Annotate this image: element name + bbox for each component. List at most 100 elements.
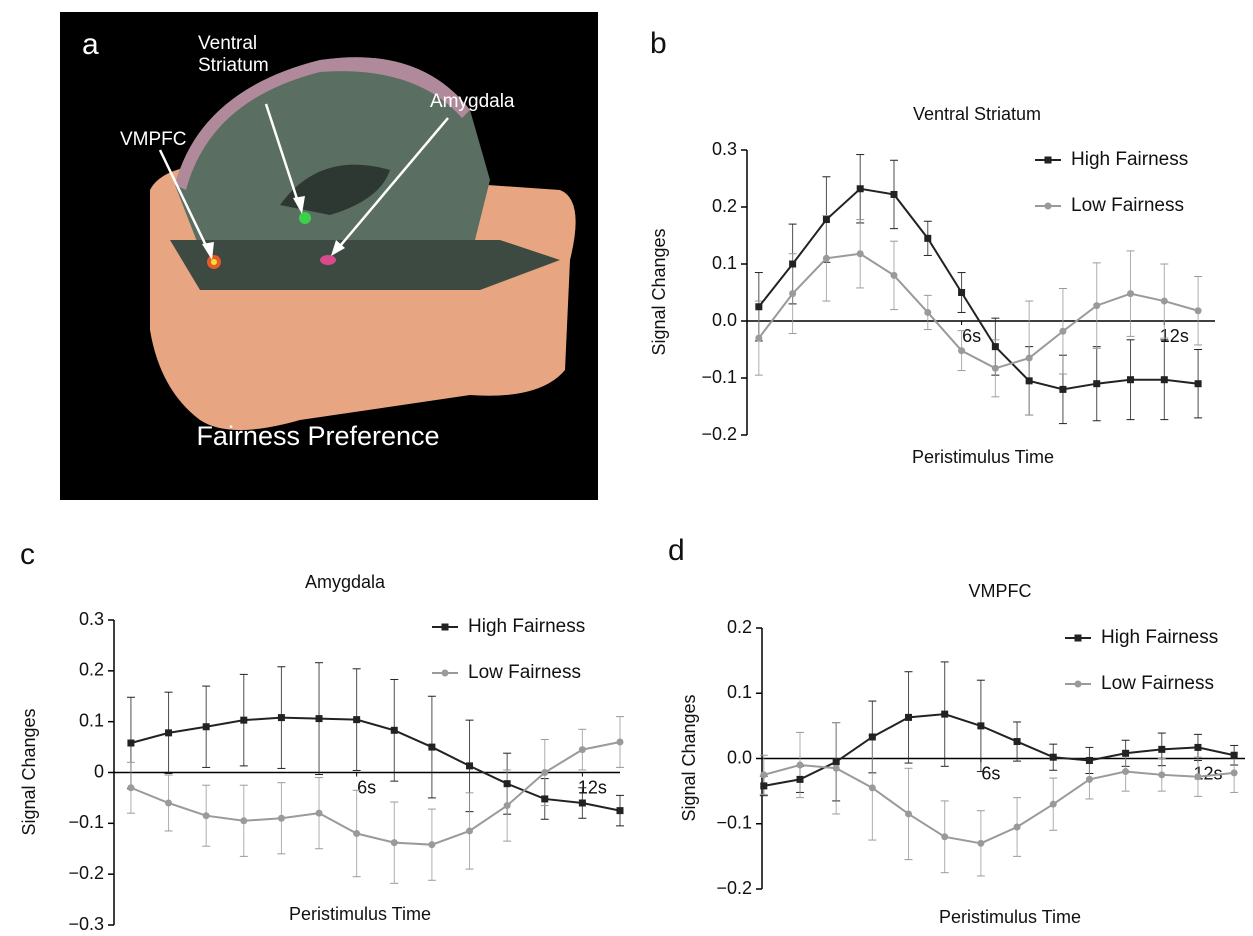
y-tick-label: 0.1 bbox=[712, 253, 737, 273]
arrowhead bbox=[202, 242, 214, 260]
data-point bbox=[1085, 775, 1093, 783]
panel-label: b bbox=[650, 27, 667, 60]
annotation: VMPFC bbox=[120, 129, 187, 150]
ventricle bbox=[280, 164, 390, 215]
data-point bbox=[503, 802, 511, 810]
data-point bbox=[822, 216, 830, 224]
data-point bbox=[905, 713, 913, 721]
data-point bbox=[755, 303, 763, 311]
data-point bbox=[1085, 756, 1093, 764]
data-point bbox=[578, 799, 586, 807]
data-point bbox=[755, 334, 763, 342]
annotation: Striatum bbox=[198, 55, 269, 76]
arrows bbox=[158, 103, 449, 255]
y-tick-label: 0.0 bbox=[727, 747, 752, 767]
y-tick-label: −0.1 bbox=[716, 813, 752, 833]
series-line bbox=[130, 741, 621, 846]
data-point bbox=[760, 782, 768, 790]
x-tick-label: 12s bbox=[1160, 326, 1189, 346]
y-tick-label: 0.1 bbox=[727, 682, 752, 702]
blob-core bbox=[211, 259, 217, 265]
data-point bbox=[1127, 290, 1135, 298]
data-point bbox=[958, 347, 966, 355]
data-point bbox=[760, 771, 768, 779]
series-line bbox=[758, 187, 1199, 391]
y-tick-label: −0.1 bbox=[68, 812, 104, 832]
data-point bbox=[1160, 297, 1168, 305]
data-point bbox=[796, 775, 804, 783]
data-point bbox=[958, 289, 966, 296]
legend-marker bbox=[1044, 156, 1052, 164]
data-point bbox=[616, 807, 624, 815]
x-tick-label: 6s bbox=[962, 326, 981, 346]
legend-label: Low Fairness bbox=[468, 662, 581, 683]
y-tick-label: 0.2 bbox=[79, 660, 104, 680]
data-point bbox=[924, 308, 932, 316]
data-point bbox=[1122, 768, 1130, 776]
x-axis-label: Peristimulus Time bbox=[939, 907, 1081, 927]
data-point bbox=[1160, 376, 1168, 384]
data-point bbox=[240, 817, 248, 825]
chart: c Amygdala Peristimulus Time Signal Changes… bbox=[19, 538, 624, 934]
series-line bbox=[763, 713, 1235, 787]
data-point bbox=[1025, 354, 1033, 362]
data-point bbox=[1194, 380, 1202, 388]
data-point bbox=[868, 784, 876, 792]
brain-medial bbox=[175, 57, 490, 275]
y-tick-label: −0.2 bbox=[701, 424, 737, 444]
panel-label: a bbox=[82, 28, 99, 61]
arrow bbox=[158, 149, 212, 255]
data-point bbox=[822, 254, 830, 262]
annotation: Ventral bbox=[198, 33, 257, 54]
data-point bbox=[503, 780, 511, 788]
data-point bbox=[1194, 773, 1202, 781]
y-axis-label: Signal Changes bbox=[679, 694, 699, 821]
data-point bbox=[977, 839, 985, 847]
legend-label: High Fairness bbox=[1101, 627, 1218, 648]
y-tick-label: 0.3 bbox=[712, 139, 737, 159]
data-point bbox=[905, 810, 913, 818]
data-point bbox=[315, 715, 323, 723]
data-point bbox=[541, 795, 549, 803]
legend-marker bbox=[441, 669, 449, 677]
data-point bbox=[1093, 380, 1101, 388]
data-point bbox=[796, 761, 804, 769]
series-line bbox=[758, 252, 1199, 370]
data-point bbox=[1059, 385, 1067, 393]
arrowheads bbox=[202, 196, 345, 260]
data-point bbox=[1122, 749, 1130, 757]
data-point bbox=[856, 250, 864, 258]
legend-label: High Fairness bbox=[468, 616, 585, 637]
chart-title: Ventral Striatum bbox=[913, 104, 1041, 124]
data-point bbox=[924, 234, 932, 242]
data-point bbox=[1025, 377, 1033, 385]
data-point bbox=[1093, 302, 1101, 310]
data-point bbox=[1158, 771, 1166, 779]
x-tick-label: 12s bbox=[578, 777, 607, 797]
arrowhead bbox=[331, 240, 345, 256]
data-point bbox=[202, 812, 210, 820]
data-point bbox=[1230, 751, 1238, 759]
data-point bbox=[789, 260, 797, 268]
data-point bbox=[578, 746, 586, 754]
y-tick-label: 0.2 bbox=[712, 196, 737, 216]
blob bbox=[320, 255, 336, 265]
series-line bbox=[763, 764, 1235, 845]
data-point bbox=[1230, 769, 1238, 777]
caption: Fairness Preference bbox=[196, 421, 439, 451]
y-tick-label: 0 bbox=[94, 761, 104, 781]
data-point bbox=[165, 729, 173, 737]
data-point bbox=[991, 343, 999, 351]
data-point bbox=[353, 830, 361, 837]
data-point bbox=[890, 190, 898, 198]
arrow bbox=[334, 117, 449, 253]
data-point bbox=[1194, 307, 1202, 315]
data-point bbox=[466, 827, 474, 835]
chart: d VMPFC Peristimulus Time Signal Changes 0.2… bbox=[668, 534, 1245, 927]
data-point bbox=[541, 769, 549, 776]
y-tick-label: −0.1 bbox=[701, 367, 737, 387]
data-point bbox=[428, 841, 436, 849]
chart-title: Amygdala bbox=[305, 572, 386, 592]
data-point bbox=[165, 799, 173, 807]
